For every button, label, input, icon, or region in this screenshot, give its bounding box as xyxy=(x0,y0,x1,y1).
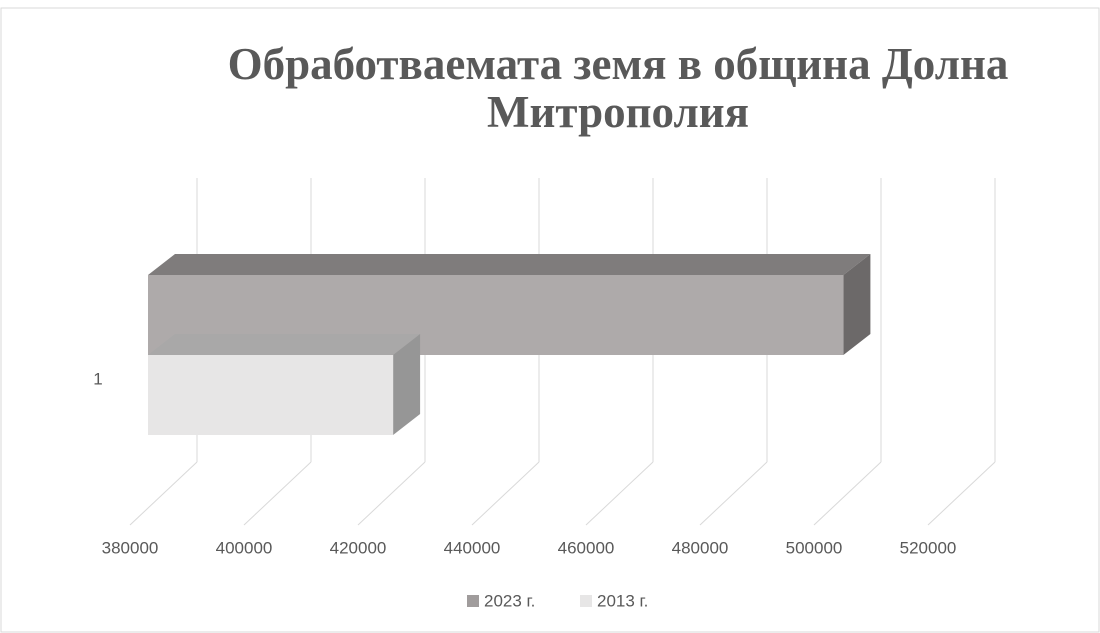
legend-swatch xyxy=(467,595,479,607)
legend-swatch xyxy=(580,595,592,607)
floor-line xyxy=(813,461,882,526)
x-tick-label: 520000 xyxy=(900,538,957,557)
y-tick-label: 1 xyxy=(93,369,102,388)
floor-line xyxy=(243,461,312,526)
bar-top xyxy=(148,334,421,355)
floor-line xyxy=(699,461,768,526)
x-tick-label: 400000 xyxy=(216,538,273,557)
bar xyxy=(148,355,394,435)
floor-line xyxy=(585,461,654,526)
x-tick-label: 420000 xyxy=(330,538,387,557)
chart-title: Обработваемата земя в община Долна Митро… xyxy=(227,39,1009,137)
bar-side xyxy=(843,254,871,355)
x-tick-label: 440000 xyxy=(444,538,501,557)
x-tick-label: 480000 xyxy=(672,538,729,557)
floor-line xyxy=(927,461,996,526)
floor-line xyxy=(471,461,540,526)
x-tick-label: 380000 xyxy=(102,538,159,557)
floor-line xyxy=(357,461,426,526)
legend-label: 2013 г. xyxy=(597,591,648,610)
x-tick-label: 460000 xyxy=(558,538,615,557)
legend-label: 2023 г. xyxy=(484,591,535,610)
bar-top xyxy=(148,254,871,275)
floor-line xyxy=(129,461,198,526)
x-tick-label: 500000 xyxy=(786,538,843,557)
bar-side xyxy=(393,334,421,435)
